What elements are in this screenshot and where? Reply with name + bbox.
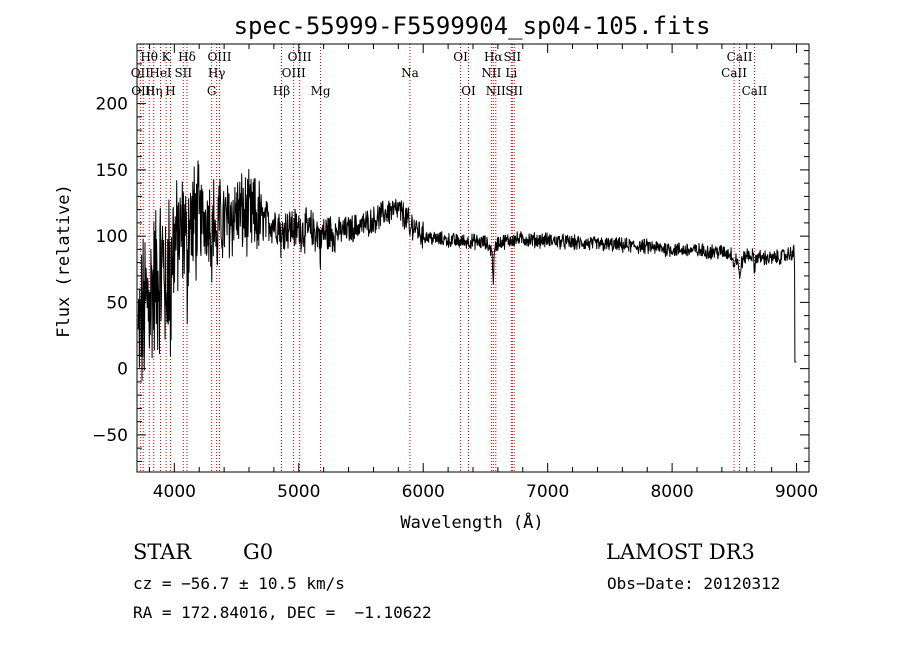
line-marker-label: G — [207, 84, 217, 98]
x-tick-label: 7000 — [526, 482, 569, 502]
x-tick-label: 6000 — [402, 482, 445, 502]
redshift-value: cz = −56.7 ± 10.5 km/s — [133, 574, 345, 593]
y-tick-label: 50 — [106, 293, 128, 313]
x-tick-label: 8000 — [650, 482, 693, 502]
line-marker-label: NII — [481, 66, 501, 80]
survey-name: LAMOST DR3 — [606, 540, 755, 564]
x-tick-label: 4000 — [153, 482, 196, 502]
line-marker-label: Hα — [484, 50, 503, 64]
x-axis-ticks: 4000 5000 6000 7000 8000 9000 — [148, 44, 818, 502]
spectral-line-labels: OIIOIIIHθHηHeIKHSIIHδGHγOIIIHβOIIIOIIIMg… — [131, 50, 768, 98]
y-tick-label: 200 — [96, 95, 128, 115]
line-marker-label: OIII — [288, 50, 312, 64]
y-axis-title: Flux (relative) — [54, 184, 74, 338]
line-marker-label: Na — [401, 66, 419, 80]
line-marker-label: NII — [486, 84, 506, 98]
y-tick-label: 100 — [96, 227, 128, 247]
line-marker-label: Hδ — [178, 50, 196, 64]
line-marker-label: OIII — [282, 66, 306, 80]
line-marker-label: SII — [174, 66, 192, 80]
coordinates: RA = 172.84016, DEC = −1.10622 — [133, 603, 432, 622]
line-marker-label: OI — [453, 50, 468, 64]
line-marker-label: SII — [503, 50, 521, 64]
x-tick-label: 9000 — [775, 482, 818, 502]
object-subclass: G0 — [243, 540, 274, 564]
y-tick-label: −50 — [92, 426, 128, 446]
y-tick-label: 150 — [96, 161, 128, 181]
line-marker-label: OI — [461, 84, 476, 98]
chart-title: spec-55999-F5599904_sp04-105.fits — [234, 12, 711, 40]
line-marker-label: K — [162, 50, 172, 64]
line-marker-label: Mg — [311, 84, 331, 98]
line-marker-label: CaII — [742, 84, 768, 98]
observation-date: Obs−Date: 20120312 — [607, 574, 781, 593]
line-marker-label: Li — [505, 66, 517, 80]
line-marker-label: CaII — [721, 66, 747, 80]
x-tick-label: 5000 — [277, 482, 320, 502]
object-class: STAR — [133, 540, 192, 564]
line-marker-label: OIII — [207, 50, 231, 64]
line-marker-label: CaII — [727, 50, 753, 64]
y-axis-ticks: −50 0 50 100 150 200 — [92, 50, 809, 462]
x-axis-title: Wavelength (Å) — [400, 511, 543, 533]
spectrum-line — [137, 160, 797, 381]
line-marker-label: H — [165, 84, 175, 98]
line-marker-label: SII — [505, 84, 523, 98]
y-tick-label: 0 — [117, 360, 128, 380]
line-marker-label: Hθ — [140, 50, 158, 64]
line-marker-label: OII — [131, 66, 151, 80]
line-marker-label: Hβ — [273, 84, 290, 98]
line-marker-label: Hη — [145, 84, 163, 98]
spectral-line-markers — [139, 44, 755, 472]
line-marker-label: Hγ — [208, 66, 226, 80]
line-marker-label: HeI — [149, 66, 172, 80]
